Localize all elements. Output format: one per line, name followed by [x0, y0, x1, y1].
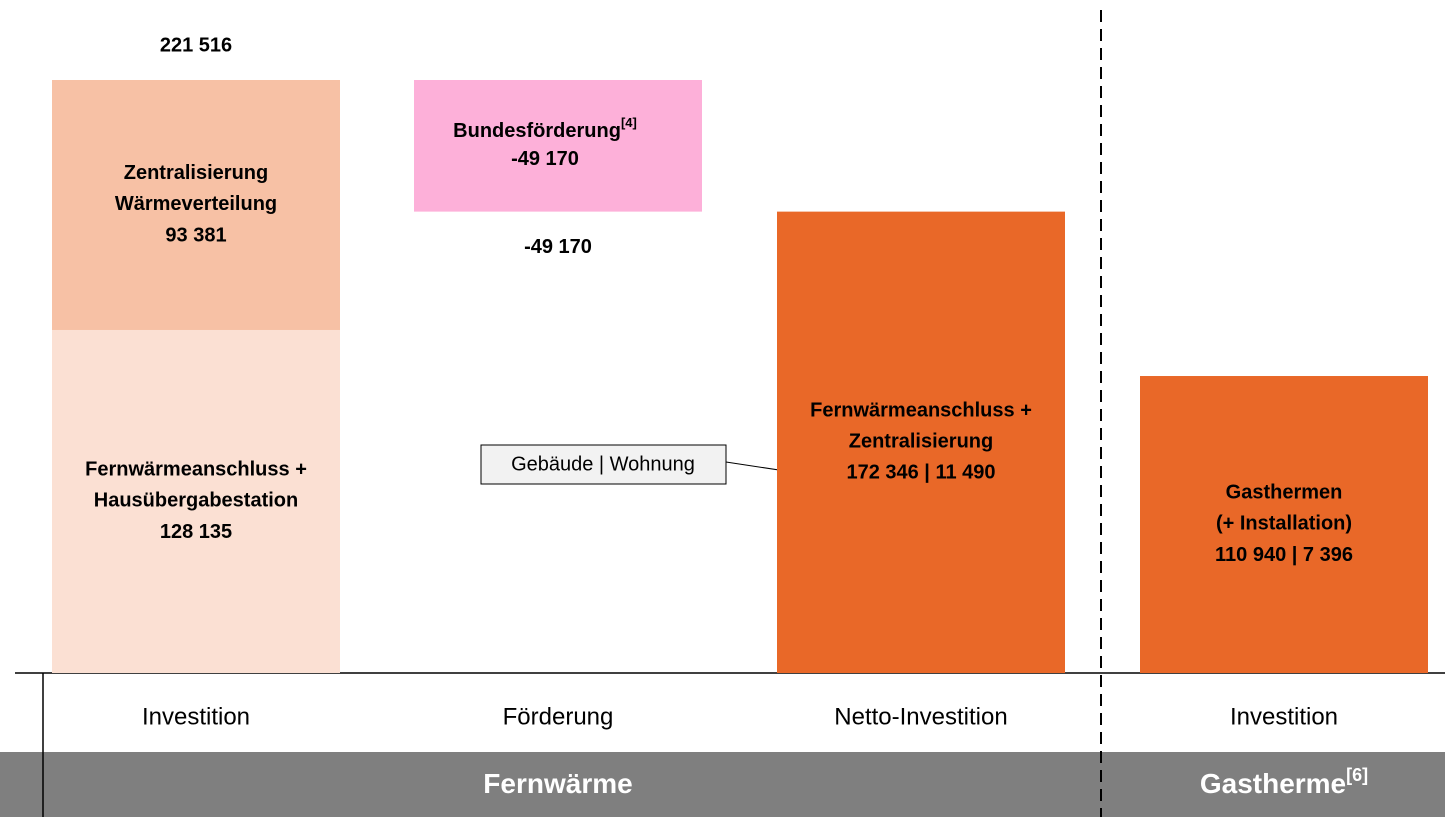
bar [777, 211, 1065, 673]
bar-label-line: Fernwärmeanschluss + [810, 400, 1032, 422]
annotation-box [480, 444, 727, 485]
value-label: -49 170 [511, 148, 579, 170]
group-band [0, 752, 1445, 817]
bar-label: Bundesförderung[4] [453, 115, 637, 142]
group-label-sup: [6] [1346, 765, 1368, 785]
bar-label-line: Fernwärmeanschluss + [85, 459, 307, 481]
bar-label: Wärmeverteilung [115, 193, 277, 215]
bar-label: Zentralisierung [124, 162, 268, 184]
bar [414, 80, 702, 212]
bar-label: Hausübergabestation [94, 490, 298, 512]
x-tick-label: Investition [142, 703, 250, 730]
group-label: Fernwärme [483, 768, 632, 799]
bar-label-sup: [4] [621, 115, 637, 130]
value-label: 128 135 [160, 521, 232, 543]
x-tick-label: Investition [1230, 703, 1338, 730]
bar-label: Fernwärmeanschluss + [85, 459, 307, 481]
group-label-text: Gastherme [1200, 768, 1346, 799]
value-label: 110 940 | 7 396 [1215, 544, 1353, 566]
bar-label-line: Bundesförderung [453, 120, 621, 142]
bar-label-line: Zentralisierung [849, 431, 993, 453]
bar-label: Gasthermen [1226, 482, 1343, 504]
bar-label: Fernwärmeanschluss + [810, 400, 1032, 422]
group-label-text: Fernwärme [483, 768, 632, 799]
bar-label-line: Hausübergabestation [94, 490, 298, 512]
value-label: 172 346 | 11 490 [846, 462, 995, 484]
x-tick-label: Netto-Investition [834, 703, 1007, 730]
bar-label-line: Gasthermen [1226, 482, 1343, 504]
value-label: 93 381 [165, 224, 226, 246]
total-label: 221 516 [160, 34, 232, 56]
bar-label-line: Wärmeverteilung [115, 193, 277, 215]
bar-label: Zentralisierung [849, 431, 993, 453]
x-tick-label: Förderung [503, 703, 614, 730]
bar-label: (+ Installation) [1216, 513, 1352, 535]
bar-label-line: (+ Installation) [1216, 513, 1352, 535]
total-label: -49 170 [524, 236, 592, 258]
bar [1140, 376, 1428, 673]
bar-label-line: Zentralisierung [124, 162, 268, 184]
bar [52, 80, 340, 330]
annotation: Gebäude | Wohnung [511, 453, 695, 475]
bar [52, 329, 340, 673]
group-label: Gastherme[6] [1200, 765, 1368, 800]
